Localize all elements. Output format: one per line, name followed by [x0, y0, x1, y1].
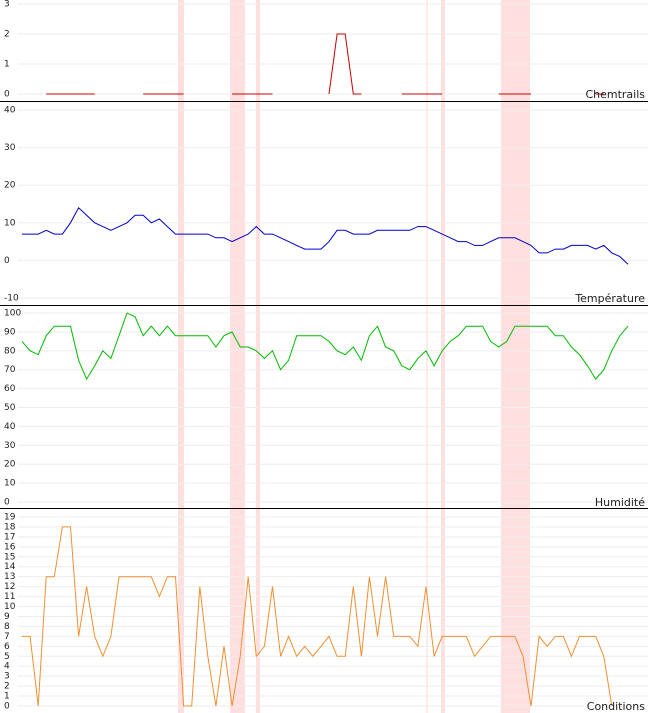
y-tick-label: 0 — [4, 498, 10, 508]
y-tick-label: 15 — [4, 552, 15, 562]
y-tick-label: 2 — [4, 30, 10, 40]
y-tick-label: 8 — [4, 622, 10, 632]
series-line — [22, 206, 629, 265]
panel-title: Conditions — [587, 700, 645, 713]
y-tick-label: 0 — [4, 702, 10, 712]
y-tick-label: 30 — [4, 441, 16, 451]
series-line — [21, 312, 629, 381]
band — [178, 0, 184, 713]
y-tick-label: 80 — [4, 346, 16, 356]
y-tick-label: 11 — [4, 592, 15, 602]
y-tick-label: 3 — [4, 672, 10, 682]
series-line — [22, 526, 613, 707]
y-tick-label: 20 — [4, 181, 16, 191]
y-tick-label: 18 — [4, 522, 16, 532]
y-tick-label: 50 — [4, 403, 16, 413]
y-tick-label: 1 — [4, 692, 10, 702]
y-tick-label: -10 — [4, 294, 19, 304]
y-tick-label: 20 — [4, 460, 16, 470]
band — [256, 0, 260, 713]
series-line — [328, 33, 362, 95]
band — [501, 0, 530, 713]
panel-title: Humidité — [595, 496, 645, 509]
panel-title: Chemtrails — [585, 88, 645, 101]
y-tick-label: 100 — [4, 309, 21, 319]
y-tick-label: 9 — [4, 612, 10, 622]
y-tick-label: 90 — [4, 327, 16, 337]
y-tick-label: 12 — [4, 582, 15, 592]
y-tick-label: 30 — [4, 143, 16, 153]
band — [230, 0, 245, 713]
y-tick-label: 2 — [4, 682, 10, 692]
band — [426, 0, 428, 713]
y-tick-label: 70 — [4, 365, 16, 375]
y-tick-label: 10 — [4, 479, 16, 489]
panel-title: Température — [574, 292, 645, 305]
y-tick-label: 16 — [4, 542, 16, 552]
y-tick-label: 19 — [4, 513, 16, 523]
y-tick-label: 1 — [4, 60, 10, 70]
y-tick-label: 0 — [4, 256, 10, 266]
band — [441, 0, 445, 713]
y-tick-label: 6 — [4, 642, 10, 652]
highlight-bands — [178, 0, 530, 713]
y-tick-label: 40 — [4, 106, 16, 116]
y-tick-label: 10 — [4, 602, 16, 612]
y-tick-label: 60 — [4, 384, 16, 394]
y-tick-label: 4 — [4, 662, 10, 672]
y-tick-label: 14 — [4, 562, 16, 572]
y-tick-label: 13 — [4, 572, 15, 582]
y-tick-label: 10 — [4, 218, 16, 228]
y-tick-label: 17 — [4, 532, 15, 542]
y-tick-label: 5 — [4, 652, 10, 662]
y-tick-label: 3 — [4, 0, 10, 10]
y-tick-label: 0 — [4, 90, 10, 100]
y-tick-label: 40 — [4, 422, 16, 432]
y-tick-label: 7 — [4, 632, 10, 642]
